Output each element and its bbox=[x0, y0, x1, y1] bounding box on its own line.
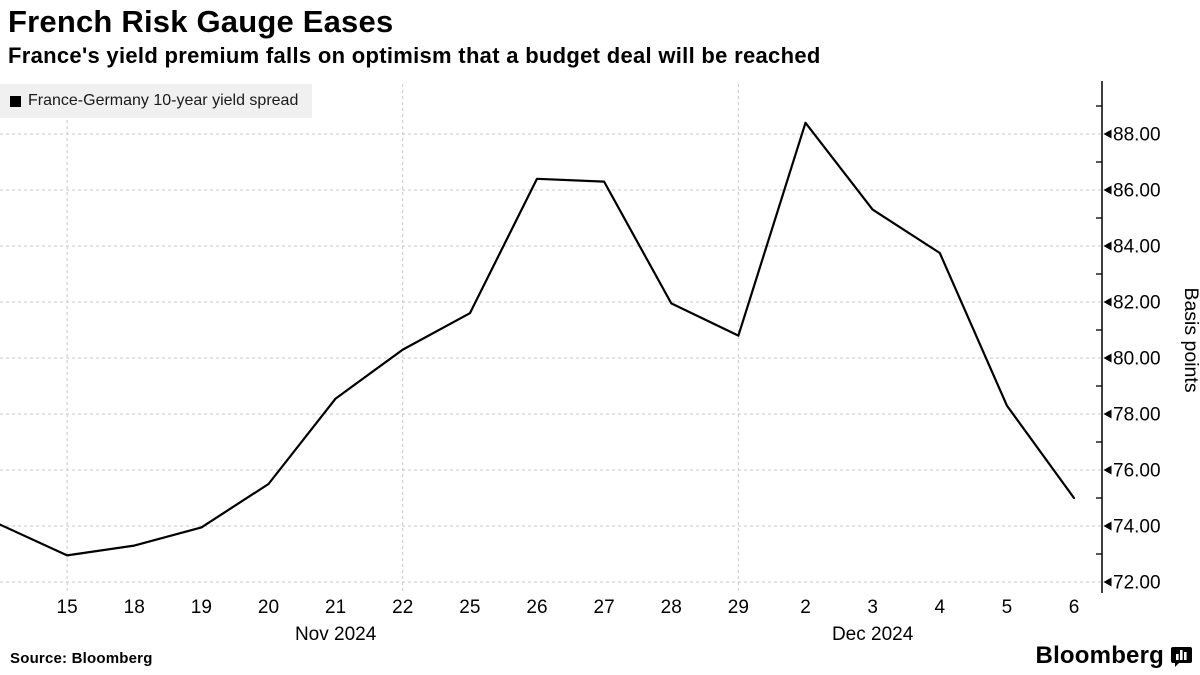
spread-line bbox=[0, 121, 1076, 557]
chart-subtitle: France's yield premium falls on optimism… bbox=[8, 43, 821, 68]
y-tick-arrow-icon bbox=[1103, 353, 1112, 363]
x-tick-label: 28 bbox=[661, 597, 682, 618]
y-tick-label: 74.00 bbox=[1113, 517, 1161, 538]
y-tick-arrow-icon bbox=[1103, 185, 1112, 195]
chart-title: French Risk Gauge Eases bbox=[8, 4, 394, 39]
y-tick-arrow-icon bbox=[1103, 577, 1112, 587]
x-tick-label: 25 bbox=[459, 597, 480, 618]
y-tick-label: 72.00 bbox=[1113, 573, 1161, 594]
x-tick-label: 27 bbox=[594, 597, 615, 618]
y-tick-label: 86.00 bbox=[1113, 181, 1161, 202]
bloomberg-brand: Bloomberg bbox=[1036, 642, 1192, 670]
x-tick-label: 6 bbox=[1069, 597, 1080, 618]
y-tick-label: 80.00 bbox=[1113, 349, 1161, 370]
y-tick-arrow-icon bbox=[1103, 129, 1112, 139]
source-attribution: Source: Bloomberg bbox=[10, 650, 153, 667]
x-tick-label: 4 bbox=[934, 597, 945, 618]
x-month-label: Dec 2024 bbox=[832, 624, 914, 645]
bloomberg-wordmark: Bloomberg bbox=[1035, 642, 1164, 669]
x-month-label: Nov 2024 bbox=[295, 624, 377, 645]
legend-swatch-icon bbox=[10, 95, 21, 107]
y-tick-label: 76.00 bbox=[1113, 461, 1161, 482]
x-tick-label: 21 bbox=[325, 597, 346, 618]
x-tick-label: 19 bbox=[191, 597, 212, 618]
x-tick-label: 26 bbox=[526, 597, 547, 618]
y-tick-label: 78.00 bbox=[1113, 405, 1161, 426]
x-tick-label: 20 bbox=[258, 597, 279, 618]
x-tick-label: 3 bbox=[867, 597, 878, 618]
legend-label: France-Germany 10-year yield spread bbox=[28, 92, 299, 109]
x-tick-label: 5 bbox=[1002, 597, 1013, 618]
y-tick-arrow-icon bbox=[1103, 241, 1112, 251]
y-tick-arrow-icon bbox=[1103, 521, 1112, 531]
y-tick-arrow-icon bbox=[1103, 297, 1112, 307]
x-tick-label: 18 bbox=[124, 597, 145, 618]
y-tick-label: 82.00 bbox=[1113, 293, 1161, 314]
x-tick-label: 15 bbox=[57, 597, 78, 618]
legend: France-Germany 10-year yield spread bbox=[0, 84, 313, 118]
y-tick-label: 84.00 bbox=[1113, 237, 1161, 258]
y-axis-title: Basis points bbox=[1180, 287, 1200, 392]
x-tick-label: 22 bbox=[392, 597, 413, 618]
y-tick-label: 88.00 bbox=[1113, 125, 1161, 146]
bloomberg-chart-icon bbox=[1171, 646, 1192, 667]
x-tick-label: 29 bbox=[728, 597, 749, 618]
y-tick-arrow-icon bbox=[1103, 465, 1112, 475]
x-tick-label: 2 bbox=[800, 597, 811, 618]
chart-header: French Risk Gauge Eases France's yield p… bbox=[8, 2, 821, 69]
y-tick-arrow-icon bbox=[1103, 409, 1112, 419]
